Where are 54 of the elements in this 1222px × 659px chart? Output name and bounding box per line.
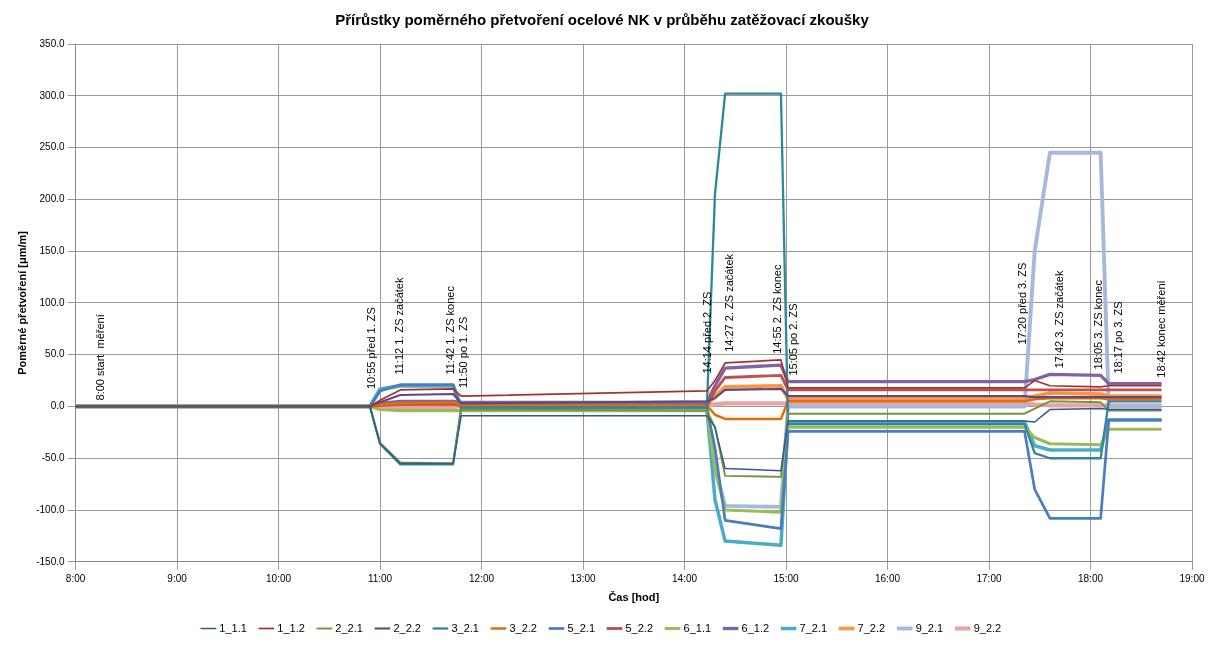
legend-label: 9_2.2	[973, 621, 1002, 634]
y-tick-label: 300.0	[39, 89, 65, 101]
annotation: 18:05 3. ZS konec	[1091, 279, 1104, 370]
y-tick-label: 250.0	[39, 141, 65, 153]
annotation: 18:17 po 3. ZS	[1111, 301, 1124, 374]
x-tick-label: 17:00	[976, 572, 1002, 584]
y-tick-label: 100.0	[39, 296, 65, 308]
legend-label: 3_2.2	[509, 621, 537, 634]
legend-label: 7_2.2	[857, 621, 886, 634]
x-tick-label: 13:00	[570, 572, 596, 584]
y-tick-label: 0.0	[50, 400, 65, 412]
annotation: 11:42 1. ZS konec	[444, 285, 457, 375]
legend-label: 2_2.2	[393, 621, 421, 634]
y-tick-label: 150.0	[39, 244, 65, 256]
legend-label: 5_2.1	[567, 621, 595, 634]
legend-label: 2_2.1	[335, 621, 363, 634]
y-tick-label: -100.0	[36, 503, 65, 515]
y-tick-label: 200.0	[39, 193, 65, 205]
annotation: 15:05 po 2. ZS	[787, 303, 800, 376]
x-tick-label: 12:00	[469, 572, 495, 584]
x-axis-title: Čas [hod]	[608, 591, 660, 604]
legend-label: 3_2.1	[451, 621, 479, 634]
annotation: 17:42 3. ZS začátek	[1053, 270, 1066, 369]
legend-label: 9_2.1	[915, 621, 944, 634]
x-tick-label: 9:00	[167, 572, 188, 584]
legend-label: 7_2.1	[799, 621, 828, 634]
x-tick-label: 19:00	[1179, 572, 1205, 584]
annotation: 14:27 2. ZS začátek	[723, 253, 736, 352]
x-tick-label: 16:00	[875, 572, 901, 584]
x-tick-label: 8:00	[65, 572, 86, 584]
annotation: 11:50 po 1. ZS	[457, 316, 470, 389]
y-tick-label: -50.0	[41, 451, 65, 463]
legend-label: 6_1.2	[741, 621, 770, 634]
annotation: 10:55 před 1. ZS	[364, 307, 377, 390]
x-tick-label: 14:00	[672, 572, 698, 584]
legend-label: 1_1.2	[277, 621, 305, 634]
x-tick-label: 15:00	[773, 572, 799, 584]
annotation: 14:55 2. ZS konec	[770, 264, 783, 354]
y-axis-title: Poměrné přetvoření [μm/m]	[15, 230, 28, 375]
legend-label: 6_1.1	[683, 621, 712, 634]
y-tick-label: -150.0	[36, 555, 65, 567]
y-tick-label: 50.0	[45, 348, 65, 360]
legend-label: 1_1.1	[219, 621, 247, 634]
x-tick-label: 10:00	[266, 572, 292, 584]
chart-title: Přírůstky poměrného přetvoření ocelové NK v průběhu zatěžovací zkoušky	[335, 11, 870, 29]
annotation: 18:42 konec měření	[1154, 280, 1167, 378]
y-tick-label: 350.0	[39, 37, 65, 49]
legend-label: 5_2.2	[625, 621, 654, 634]
annotation: 14:14 před 2. ZS	[700, 291, 713, 374]
annotation: 11:12 1. ZS začátek	[393, 277, 406, 375]
annotation: 17:20 před 3. ZS	[1015, 262, 1028, 345]
x-tick-label: 18:00	[1077, 572, 1104, 584]
annotation: 8:00 start měření	[93, 314, 106, 401]
x-tick-label: 11:00	[367, 572, 393, 584]
